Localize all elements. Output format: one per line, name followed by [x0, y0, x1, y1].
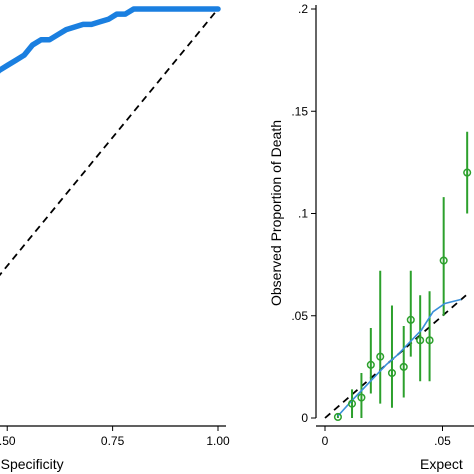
calibration-point — [463, 168, 472, 177]
calibration-smoothed-fit — [337, 298, 462, 417]
calibration-point — [366, 360, 375, 369]
calibration-y-axis-label: Observed Proportion of Death — [268, 120, 284, 306]
calibration-point — [347, 399, 357, 408]
calibration-y-tick-label: .15 — [291, 104, 308, 118]
calibration-point — [333, 412, 342, 422]
calibration-point — [416, 336, 425, 345]
calibration-point — [387, 368, 397, 378]
roc-x-tick-label: 1.00 — [206, 434, 230, 448]
calibration-y-tick-label: .1 — [298, 207, 308, 221]
calibration-y-tick-label: .2 — [298, 2, 308, 16]
calibration-point — [425, 336, 434, 345]
calibration-x-axis-label: Expect — [420, 456, 463, 472]
calibration-confidence-intervals — [336, 131, 469, 418]
calibration-x-tick-label: .05 — [434, 434, 451, 448]
roc-x-axis-label: 1 - Specificity — [0, 456, 64, 472]
roc-reference-line — [0, 8, 219, 277]
roc-chart-panel: .50 0.75 1.00 1 - Specificity — [0, 6, 230, 472]
calibration-points — [333, 168, 472, 422]
calibration-y-ticks: 0 .05 .1 .15 .2 — [291, 2, 316, 425]
roc-curve-line — [0, 6, 221, 74]
calibration-point — [357, 393, 366, 402]
calibration-x-tick-label: 0 — [322, 434, 329, 448]
calibration-point — [376, 352, 385, 361]
calibration-point — [406, 315, 415, 324]
calibration-y-tick-label: .05 — [291, 309, 308, 323]
calibration-chart-panel: 0.05.1.15.2 0.05 Observed Proportion of … — [268, 2, 474, 472]
roc-x-tick-label: 0.75 — [101, 434, 125, 448]
roc-curve — [0, 6, 221, 74]
roc-diagonal-line — [0, 8, 219, 277]
roc-x-tick-label: .50 — [0, 434, 16, 448]
calibration-y-tick-label: 0 — [301, 411, 308, 425]
roc-x-ticks: .50 0.75 1.00 — [0, 426, 230, 448]
calibration-fit-line — [337, 298, 462, 417]
calibration-point — [399, 362, 408, 371]
calibration-x-ticks: 0.05 — [322, 426, 451, 448]
calibration-point — [439, 256, 448, 265]
